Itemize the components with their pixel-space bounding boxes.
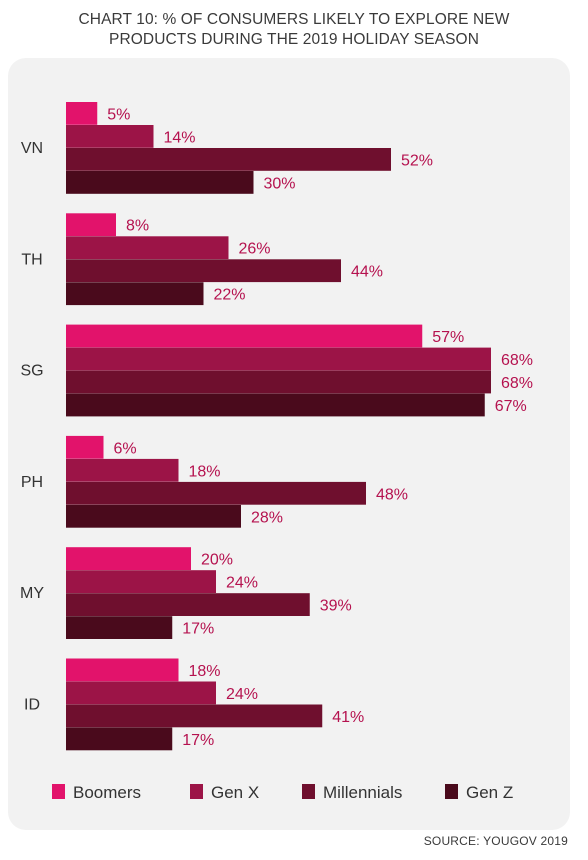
category-label-my: MY [20,585,44,602]
value-label-vn-gen-z: 30% [264,175,296,192]
value-label-vn-gen-x: 14% [164,129,196,146]
bar-ph-gen-z [66,504,241,528]
bar-my-gen-x [66,570,216,593]
chart-title-line-2: PRODUCTS DURING THE 2019 HOLIDAY SEASON [109,31,479,48]
category-label-th: TH [21,251,42,268]
value-label-sg-gen-x: 68% [501,352,533,369]
bar-sg-millennials [66,370,491,394]
value-label-id-boomers: 18% [189,663,221,680]
value-label-my-boomers: 20% [201,552,233,569]
bar-th-gen-z [66,282,204,306]
bar-id-gen-x [66,681,216,705]
value-label-vn-boomers: 5% [107,106,130,123]
value-label-my-gen-x: 24% [226,575,258,592]
value-label-my-millennials: 39% [320,598,352,615]
legend-swatch-millennials [302,784,315,799]
legend-label-gen-z: Gen Z [466,783,513,802]
legend-swatch-gen-x [190,784,203,799]
value-label-th-millennials: 44% [351,264,383,281]
bar-ph-millennials [66,481,366,505]
bar-id-gen-z [66,727,173,751]
value-label-sg-millennials: 68% [501,375,533,392]
value-label-ph-gen-z: 28% [251,509,283,526]
chart-title: CHART 10: % OF CONSUMERS LIKELY TO EXPLO… [0,10,588,50]
value-label-sg-boomers: 57% [432,329,464,346]
value-label-ph-gen-x: 18% [189,463,221,480]
bar-id-millennials [66,704,323,728]
bar-vn-gen-z [66,171,254,194]
category-label-id: ID [24,697,40,714]
category-label-ph: PH [21,474,43,491]
bar-my-millennials [66,593,310,616]
value-label-ph-millennials: 48% [376,486,408,503]
legend-label-millennials: Millennials [323,783,402,802]
bar-my-boomers [66,547,191,570]
value-label-ph-boomers: 6% [114,440,137,457]
bar-id-boomers [66,658,179,682]
legend-swatch-gen-z [445,784,458,799]
value-label-vn-millennials: 52% [401,152,433,169]
bar-th-boomers [66,213,116,237]
bar-ph-gen-x [66,458,179,482]
value-label-th-gen-x: 26% [239,241,271,258]
value-label-th-gen-z: 22% [214,287,246,304]
bar-th-millennials [66,259,341,283]
value-label-th-boomers: 8% [126,218,149,235]
category-label-vn: VN [21,140,43,157]
bar-ph-boomers [66,435,104,459]
category-label-sg: SG [20,363,43,380]
value-label-id-gen-x: 24% [226,686,258,703]
legend-label-boomers: Boomers [73,783,141,802]
source-note: SOURCE: YOUGOV 2019 [423,834,568,848]
bar-th-gen-x [66,236,229,260]
bar-vn-millennials [66,148,391,171]
bar-vn-gen-x [66,125,154,148]
bar-sg-gen-z [66,393,485,417]
legend-label-gen-x: Gen X [211,783,259,802]
bar-vn-boomers [66,102,98,125]
bar-my-gen-z [66,616,173,639]
value-label-my-gen-z: 17% [182,621,214,638]
bar-sg-gen-x [66,347,491,371]
value-label-id-millennials: 41% [332,709,364,726]
bar-sg-boomers [66,324,423,348]
chart-title-line-1: CHART 10: % OF CONSUMERS LIKELY TO EXPLO… [78,11,510,28]
legend-swatch-boomers [52,784,65,799]
value-label-sg-gen-z: 67% [495,398,527,415]
value-label-id-gen-z: 17% [182,732,214,749]
